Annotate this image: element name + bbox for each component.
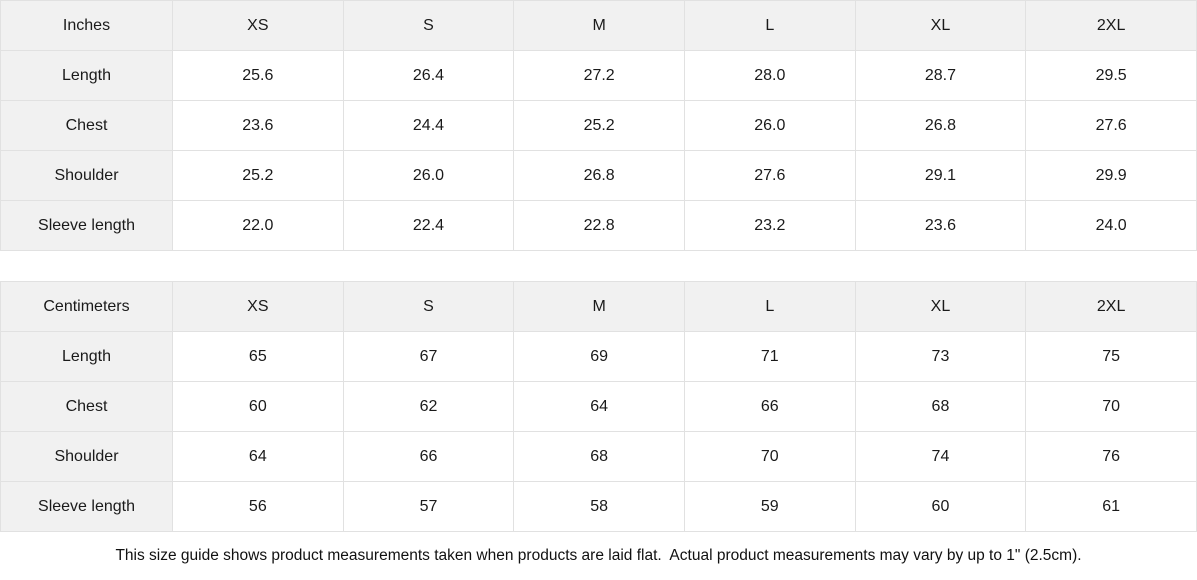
unit-header-cell: Inches [0,0,173,51]
table-header-row: Centimeters XS S M L XL 2XL [0,281,1197,332]
size-header-cell: XL [854,281,1027,332]
measurement-cell: 25.6 [172,50,344,101]
measurement-cell: 26.8 [513,150,685,201]
row-label-cell: Chest [0,381,173,432]
measurement-cell: 29.5 [1025,50,1197,101]
size-header-cell: 2XL [1025,281,1197,332]
size-header-cell: S [342,281,515,332]
measurement-cell: 22.8 [513,200,685,251]
size-table-centimeters: Centimeters XS S M L XL 2XL Length 65 67 69 71 73 75 C… [0,281,1197,532]
measurement-cell: 23.2 [683,200,856,251]
measurement-cell: 68 [513,431,685,482]
table-row: Length 25.6 26.4 27.2 28.0 28.7 29.5 [0,50,1197,101]
measurement-cell: 59 [683,481,856,532]
measurement-cell: 57 [342,481,515,532]
measurement-cell: 74 [854,431,1027,482]
measurement-cell: 26.0 [683,100,856,151]
measurement-cell: 27.6 [683,150,856,201]
measurement-cell: 66 [683,381,856,432]
measurement-cell: 65 [172,331,344,382]
measurement-cell: 64 [513,381,685,432]
measurement-cell: 28.0 [683,50,856,101]
measurement-cell: 27.6 [1025,100,1197,151]
measurement-cell: 75 [1025,331,1197,382]
measurement-cell: 25.2 [172,150,344,201]
measurement-cell: 71 [683,331,856,382]
measurement-cell: 68 [854,381,1027,432]
measurement-cell: 66 [342,431,515,482]
measurement-cell: 24.4 [342,100,515,151]
measurement-cell: 64 [172,431,344,482]
size-header-cell: L [683,281,856,332]
row-label-cell: Length [0,331,173,382]
size-header-cell: 2XL [1025,0,1197,51]
table-row: Shoulder 25.2 26.0 26.8 27.6 29.1 29.9 [0,150,1197,201]
measurement-cell: 24.0 [1025,200,1197,251]
row-label-cell: Shoulder [0,431,173,482]
measurement-cell: 58 [513,481,685,532]
measurement-cell: 56 [172,481,344,532]
measurement-cell: 61 [1025,481,1197,532]
size-header-cell: XS [172,0,344,51]
measurement-cell: 76 [1025,431,1197,482]
table-row: Sleeve length 56 57 58 59 60 61 [0,481,1197,532]
row-label-cell: Chest [0,100,173,151]
table-gap-spacer [0,251,1197,281]
measurement-cell: 23.6 [854,200,1027,251]
row-label-cell: Length [0,50,173,101]
measurement-cell: 28.7 [854,50,1027,101]
table-row: Shoulder 64 66 68 70 74 76 [0,431,1197,482]
row-label-cell: Sleeve length [0,200,173,251]
measurement-cell: 22.4 [342,200,515,251]
measurement-cell: 70 [1025,381,1197,432]
unit-header-cell: Centimeters [0,281,173,332]
measurement-cell: 23.6 [172,100,344,151]
size-table-inches: Inches XS S M L XL 2XL Length 25.6 26.4 27.2 28.0 28… [0,0,1197,251]
measurement-cell: 70 [683,431,856,482]
size-tables-container: Inches XS S M L XL 2XL Length 25.6 26.4 27.2 28.0 28… [0,0,1197,532]
size-header-cell: XL [854,0,1027,51]
size-header-cell: XS [172,281,344,332]
size-note: This size guide shows product measuremen… [0,532,1197,580]
table-row: Length 65 67 69 71 73 75 [0,331,1197,382]
size-header-cell: M [513,281,685,332]
measurement-cell: 29.1 [854,150,1027,201]
table-row: Sleeve length 22.0 22.4 22.8 23.2 23.6 24.0 [0,200,1197,251]
row-label-cell: Sleeve length [0,481,173,532]
table-row: Chest 60 62 64 66 68 70 [0,381,1197,432]
size-header-cell: S [342,0,515,51]
measurement-cell: 69 [513,331,685,382]
measurement-cell: 62 [342,381,515,432]
table-row: Chest 23.6 24.4 25.2 26.0 26.8 27.6 [0,100,1197,151]
measurement-cell: 60 [854,481,1027,532]
measurement-cell: 26.0 [342,150,515,201]
row-label-cell: Shoulder [0,150,173,201]
measurement-cell: 29.9 [1025,150,1197,201]
size-header-cell: L [683,0,856,51]
measurement-cell: 22.0 [172,200,344,251]
measurement-cell: 26.8 [854,100,1027,151]
table-header-row: Inches XS S M L XL 2XL [0,0,1197,51]
measurement-cell: 67 [342,331,515,382]
measurement-cell: 27.2 [513,50,685,101]
measurement-cell: 60 [172,381,344,432]
measurement-cell: 73 [854,331,1027,382]
measurement-cell: 25.2 [513,100,685,151]
size-header-cell: M [513,0,685,51]
measurement-cell: 26.4 [342,50,515,101]
